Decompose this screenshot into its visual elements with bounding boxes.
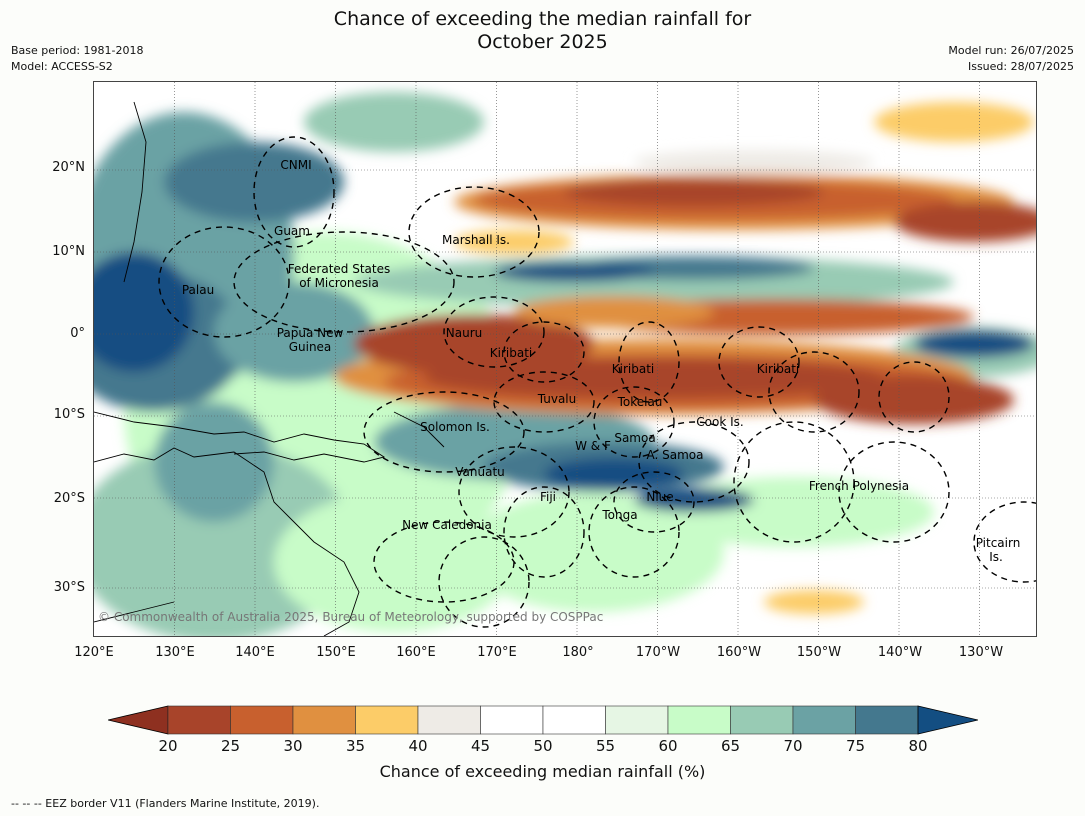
colorbar-cell: [230, 705, 294, 735]
place-label-fsm-1: Federated States: [287, 262, 391, 276]
lat-label-10n: 10°N: [52, 244, 85, 259]
colorbar-tick-label: 40: [408, 737, 428, 755]
base-period: Base period: 1981-2018: [11, 44, 144, 57]
eez-footnote: -- -- -- EEZ border V11 (Flanders Marine…: [11, 797, 320, 810]
colorbar-tick-label: 60: [658, 737, 678, 755]
place-label-tokelau: Tokelau: [617, 395, 663, 409]
colorbar-tick-label: 35: [345, 737, 366, 755]
issued-date: Issued: 28/07/2025: [967, 60, 1074, 73]
place-label-tonga: Tonga: [602, 508, 638, 522]
colorbar-tick-label: 30: [283, 737, 303, 755]
colorbar-tick-label: 55: [595, 737, 616, 755]
lon-label-180: 180°: [562, 645, 594, 660]
place-label-niue: Niue: [646, 490, 674, 504]
colorbar-cell: [480, 705, 544, 735]
rainfall-map-canvas: [94, 82, 1036, 636]
eez-borders: [158, 136, 1036, 628]
model-name: Model: ACCESS-S2: [11, 60, 113, 73]
copyright-notice: © Commonwealth of Australia 2025, Bureau…: [98, 610, 604, 624]
place-label-pitcairn-1: Pitcairn: [975, 536, 1021, 550]
place-label-vanuatu: Vanuatu: [455, 465, 505, 479]
meta-right: Model run: 26/07/2025 Issued: 28/07/2025: [948, 43, 1074, 75]
place-label-solomon: Solomon Is.: [420, 420, 490, 434]
place-label-new-caledonia: New Caledonia: [402, 518, 492, 532]
lon-label-130w: 130°W: [958, 645, 1004, 660]
place-label-tuvalu: Tuvalu: [537, 392, 577, 406]
colorbar-label: Chance of exceeding median rainfall (%): [379, 762, 706, 781]
colorbar-high-arrow: [917, 705, 978, 735]
probability-field: [94, 92, 1036, 636]
place-label-fiji: Fiji: [539, 490, 557, 504]
place-label-samoa: Samoa: [614, 431, 656, 445]
colorbar-tick-label: 80: [908, 737, 928, 755]
colorbar-cell: [667, 705, 731, 735]
lon-label-160e: 160°E: [396, 645, 436, 660]
place-label-asamoa: A. Samoa: [646, 448, 704, 462]
meta-left: Base period: 1981-2018 Model: ACCESS-S2: [11, 43, 143, 75]
colorbar-low-arrow: [108, 705, 169, 735]
lon-label-150w: 150°W: [796, 645, 842, 660]
lon-label-140e: 140°E: [235, 645, 275, 660]
lat-label-20s: 20°S: [53, 491, 85, 506]
place-label-palau: Palau: [181, 283, 215, 297]
map-title: Chance of exceeding the median rainfall …: [333, 8, 752, 53]
place-label-kiribati-c: Kiribati: [611, 362, 655, 376]
colorbar-cell: [542, 705, 606, 735]
colorbar-cell: [167, 705, 231, 735]
place-label-png-2: Guinea: [288, 340, 332, 354]
lat-label-10s: 10°S: [53, 407, 85, 422]
place-label-pitcairn-2: Is.: [989, 550, 1003, 564]
colorbar-tick-label: 20: [158, 737, 178, 755]
colorbar-cell: [730, 705, 794, 735]
lon-label-140w: 140°W: [877, 645, 923, 660]
colorbar-cell: [855, 705, 919, 735]
colorbar-cell: [605, 705, 669, 735]
place-label-png-1: Papua New: [276, 326, 344, 340]
colorbar-cell: [292, 705, 356, 735]
place-label-fsm-2: of Micronesia: [299, 276, 379, 290]
rainfall-map: [93, 81, 1037, 637]
model-run: Model run: 26/07/2025: [948, 44, 1074, 57]
lon-label-170e: 170°E: [477, 645, 517, 660]
colorbar-tick-label: 50: [533, 737, 553, 755]
colorbar: [108, 705, 978, 735]
place-label-cook: Cook Is.: [696, 415, 744, 429]
colorbar-tick-label: 45: [470, 737, 491, 755]
colorbar-cell: [355, 705, 419, 735]
colorbar-tick-label: 65: [720, 737, 741, 755]
lon-label-160w: 160°W: [716, 645, 762, 660]
colorbar-tick-label: 75: [845, 737, 866, 755]
colorbar-tick-label: 25: [220, 737, 241, 755]
place-label-kiribati-w: Kiribati: [489, 346, 533, 360]
colorbar-cell: [417, 705, 481, 735]
colorbar-cell: [792, 705, 856, 735]
graticule: [94, 82, 1036, 636]
lon-label-150e: 150°E: [316, 645, 356, 660]
coastlines: [94, 101, 445, 636]
place-label-wf: W & F: [575, 439, 611, 453]
place-label-nauru: Nauru: [445, 326, 483, 340]
lon-label-120e: 120°E: [74, 645, 114, 660]
colorbar-cells: [167, 705, 919, 735]
place-label-kiribati-e: Kiribati: [756, 362, 800, 376]
colorbar-tick-label: 70: [783, 737, 803, 755]
lat-label-0: 0°: [70, 326, 85, 341]
lat-label-30s: 30°S: [53, 580, 85, 595]
lat-label-20n: 20°N: [52, 160, 85, 175]
place-label-french-polynesia: French Polynesia: [808, 479, 910, 493]
lon-label-170w: 170°W: [635, 645, 681, 660]
place-label-cnmi: CNMI: [280, 158, 312, 172]
lon-label-130e: 130°E: [155, 645, 195, 660]
place-label-marshall: Marshall Is.: [442, 233, 510, 247]
place-label-guam: Guam: [274, 224, 310, 238]
